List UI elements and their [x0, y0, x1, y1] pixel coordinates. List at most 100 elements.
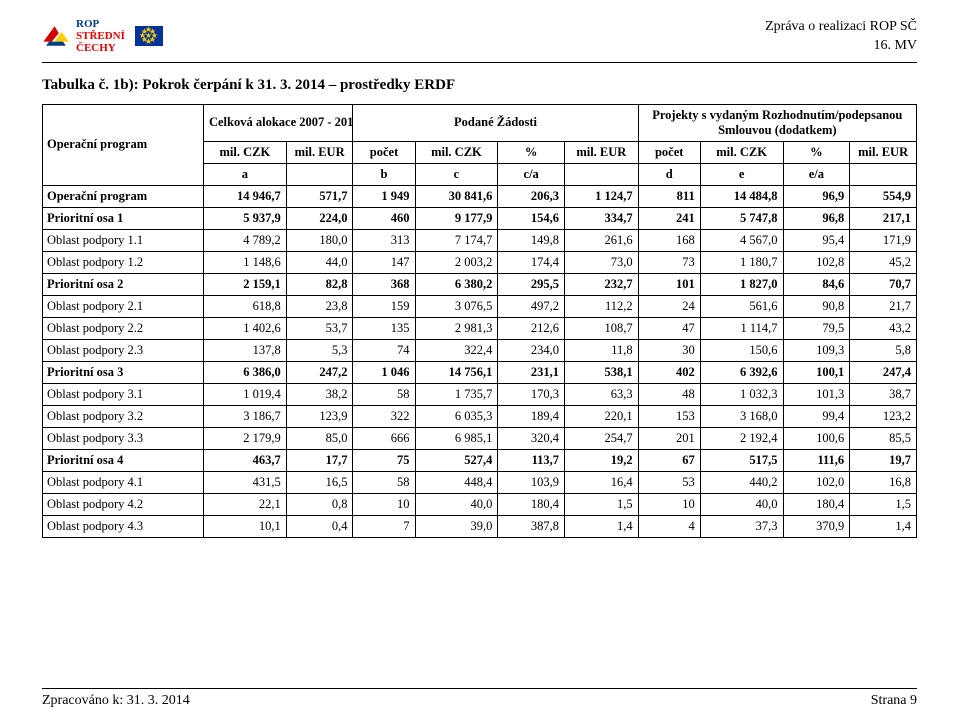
cell: 7 174,7	[415, 229, 498, 251]
th-a-milczk: mil. CZK	[203, 141, 286, 163]
cell: 14 946,7	[203, 185, 286, 207]
th-c-pocet: počet	[638, 141, 700, 163]
cell: 102,0	[783, 471, 850, 493]
row-name: Oblast podpory 2.2	[43, 317, 204, 339]
th-sub-a: a	[203, 163, 286, 185]
th-b-pocet: počet	[353, 141, 415, 163]
cell: 170,3	[498, 383, 565, 405]
cell: 85,5	[850, 427, 917, 449]
data-table: Operační program Celková alokace 2007 - …	[42, 104, 917, 538]
rop-logo-icon	[42, 22, 70, 50]
cell: 295,5	[498, 273, 565, 295]
cell: 111,6	[783, 449, 850, 471]
page-header: ROP STŘEDNÍ ČECHY Zpráva o realizaci ROP…	[42, 18, 917, 56]
th-rowlabel: Operační program	[43, 104, 204, 185]
th-c-mileur: mil. EUR	[850, 141, 917, 163]
cell: 58	[353, 383, 415, 405]
cell: 22,1	[203, 493, 286, 515]
cell: 47	[638, 317, 700, 339]
cell: 23,8	[286, 295, 353, 317]
cell: 19,2	[565, 449, 639, 471]
cell: 108,7	[565, 317, 639, 339]
cell: 38,2	[286, 383, 353, 405]
cell: 135	[353, 317, 415, 339]
cell: 45,2	[850, 251, 917, 273]
cell: 67	[638, 449, 700, 471]
cell: 322	[353, 405, 415, 427]
cell: 90,8	[783, 295, 850, 317]
cell: 811	[638, 185, 700, 207]
table-row: Oblast podpory 4.222,10,81040,0180,41,51…	[43, 493, 917, 515]
cell: 53	[638, 471, 700, 493]
th-b-pct: %	[498, 141, 565, 163]
cell: 2 003,2	[415, 251, 498, 273]
cell: 448,4	[415, 471, 498, 493]
table-row: Prioritní osa 15 937,9224,04609 177,9154…	[43, 207, 917, 229]
cell: 1 148,6	[203, 251, 286, 273]
logo-line2: STŘEDNÍ	[76, 30, 125, 42]
cell: 75	[353, 449, 415, 471]
th-group-projects-l1: Projekty s vydaným Rozhodnutím/podepsano…	[652, 108, 902, 122]
cell: 180,4	[783, 493, 850, 515]
cell: 168	[638, 229, 700, 251]
cell: 96,8	[783, 207, 850, 229]
th-b-milczk: mil. CZK	[415, 141, 498, 163]
cell: 4	[638, 515, 700, 537]
table-row: Oblast podpory 2.3137,85,374322,4234,011…	[43, 339, 917, 361]
cell: 7	[353, 515, 415, 537]
th-sub-b: b	[353, 163, 415, 185]
cell: 497,2	[498, 295, 565, 317]
cell: 102,8	[783, 251, 850, 273]
cell: 154,6	[498, 207, 565, 229]
cell: 153	[638, 405, 700, 427]
cell: 14 484,8	[700, 185, 783, 207]
row-name: Oblast podpory 4.2	[43, 493, 204, 515]
cell: 100,6	[783, 427, 850, 449]
logo-line1: ROP	[76, 18, 99, 30]
cell: 618,8	[203, 295, 286, 317]
cell: 100,1	[783, 361, 850, 383]
cell: 517,5	[700, 449, 783, 471]
cell: 402	[638, 361, 700, 383]
cell: 101,3	[783, 383, 850, 405]
cell: 538,1	[565, 361, 639, 383]
table-row: Prioritní osa 4463,717,775527,4113,719,2…	[43, 449, 917, 471]
cell: 39,0	[415, 515, 498, 537]
cell: 4 567,0	[700, 229, 783, 251]
cell: 24	[638, 295, 700, 317]
table-row: Oblast podpory 1.21 148,644,01472 003,21…	[43, 251, 917, 273]
th-sub-blank1	[286, 163, 353, 185]
cell: 63,3	[565, 383, 639, 405]
cell: 43,2	[850, 317, 917, 339]
cell: 322,4	[415, 339, 498, 361]
cell: 241	[638, 207, 700, 229]
row-name: Oblast podpory 4.1	[43, 471, 204, 493]
table-row: Oblast podpory 4.1431,516,558448,4103,91…	[43, 471, 917, 493]
cell: 463,7	[203, 449, 286, 471]
cell: 334,7	[565, 207, 639, 229]
cell: 85,0	[286, 427, 353, 449]
cell: 17,7	[286, 449, 353, 471]
cell: 40,0	[415, 493, 498, 515]
cell: 30	[638, 339, 700, 361]
cell: 150,6	[700, 339, 783, 361]
cell: 99,4	[783, 405, 850, 427]
row-name: Oblast podpory 3.3	[43, 427, 204, 449]
row-name: Oblast podpory 3.2	[43, 405, 204, 427]
cell: 2 159,1	[203, 273, 286, 295]
cell: 232,7	[565, 273, 639, 295]
cell: 254,7	[565, 427, 639, 449]
cell: 220,1	[565, 405, 639, 427]
cell: 5,8	[850, 339, 917, 361]
cell: 74	[353, 339, 415, 361]
cell: 73	[638, 251, 700, 273]
cell: 261,6	[565, 229, 639, 251]
cell: 101	[638, 273, 700, 295]
cell: 0,4	[286, 515, 353, 537]
cell: 1 402,6	[203, 317, 286, 339]
cell: 201	[638, 427, 700, 449]
row-name: Oblast podpory 1.1	[43, 229, 204, 251]
cell: 1,4	[850, 515, 917, 537]
cell: 6 392,6	[700, 361, 783, 383]
cell: 387,8	[498, 515, 565, 537]
